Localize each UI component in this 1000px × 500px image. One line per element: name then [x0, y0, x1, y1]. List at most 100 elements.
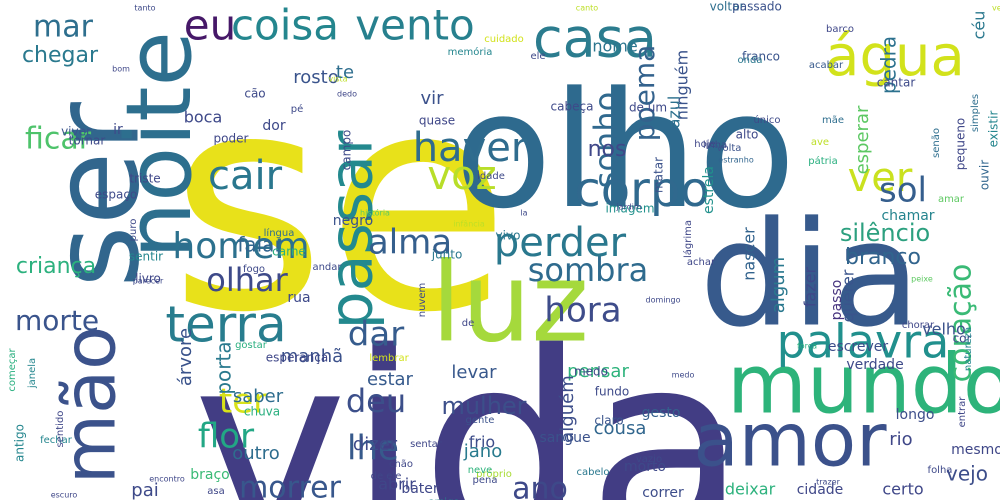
word-gostar: gostar: [235, 340, 268, 351]
word-silêncio: silêncio: [840, 219, 930, 247]
word-dizer: dizer: [353, 434, 398, 455]
word-velho: velho: [922, 320, 966, 339]
word-pátria: pátria: [808, 155, 837, 167]
word-ave: ave: [811, 137, 829, 148]
word-noite: noite: [107, 31, 212, 259]
word-mar: mar: [33, 10, 94, 45]
word-medo: medo: [672, 371, 695, 380]
word-cidade: cidade: [797, 482, 844, 498]
word-vazio: vazio: [636, 454, 662, 465]
word-chorar: chorar: [902, 320, 935, 331]
word-voltar: voltar: [710, 0, 745, 14]
word-flor: flor: [198, 417, 254, 457]
word-neve: neve: [468, 465, 493, 476]
word-poema: poema: [628, 45, 661, 142]
word-se: se: [170, 29, 511, 378]
word-fazer: fazer: [801, 266, 820, 307]
word-passo: passo: [829, 280, 845, 321]
word-manhã: manhã: [281, 346, 343, 367]
word-andar: andar: [312, 262, 342, 273]
word-existir: existir: [987, 111, 1000, 148]
word-azul: azul: [665, 96, 684, 129]
word-braço: braço: [190, 467, 229, 483]
word-hora: hora: [544, 291, 621, 331]
word-triste: triste: [129, 172, 160, 186]
word-sangue: sangue: [539, 430, 590, 446]
word-puro: puro: [128, 219, 139, 242]
word-língua: língua: [264, 227, 295, 239]
word-verso: verso: [992, 4, 1000, 13]
word-corpo: corpo: [574, 162, 709, 218]
word-simples: simples: [970, 94, 981, 132]
word-boca: boca: [184, 108, 223, 127]
word-mesmo: mesmo: [951, 442, 1000, 458]
word-viver: viver: [61, 125, 91, 139]
word-lhe: lhe: [347, 429, 399, 469]
word-ir: ir: [113, 122, 123, 138]
word-imagem: imagem: [605, 202, 654, 216]
word-cabeça: cabeça: [551, 100, 594, 114]
word-ano: ano: [512, 472, 568, 500]
word-volta: volta: [717, 143, 742, 154]
word-rua: rua: [287, 290, 310, 306]
word-alguém: alguém: [557, 375, 578, 442]
word-de-ele: de ele: [371, 471, 402, 482]
word-cuidado: cuidado: [484, 34, 524, 45]
word-estrela: estrela: [701, 166, 717, 214]
word-campo: campo: [340, 130, 354, 171]
word-olho: olho: [454, 57, 796, 244]
word-pensar: pensar: [567, 361, 629, 382]
word-parecer: parecer: [133, 277, 164, 286]
word-falar: falar: [237, 233, 283, 257]
word-estranho: estranho: [718, 156, 754, 165]
word-chamar: chamar: [881, 208, 934, 224]
word-livro: livro: [135, 272, 161, 286]
word-dedo: dedo: [337, 90, 357, 99]
word-pena: pena: [473, 475, 498, 486]
word-jano: jano: [463, 441, 502, 462]
word-esperar: esperar: [852, 105, 873, 174]
word-barco: barco: [826, 24, 854, 35]
word-rosto: rosto: [293, 67, 338, 88]
word-deixar: deixar: [725, 480, 776, 499]
word-achar: achar: [687, 257, 716, 268]
word-infância: infância: [453, 220, 485, 229]
word-jardim: jardim: [615, 203, 642, 212]
word-ouvir: ouvir: [978, 160, 992, 190]
word-canto: canto: [576, 4, 599, 13]
word-medo: medo: [574, 365, 608, 379]
word-morte: morte: [15, 304, 99, 337]
word-único: único: [753, 114, 780, 126]
word-fogo: fogo: [243, 264, 265, 275]
word-dor: dor: [262, 118, 285, 134]
word-amor: amor: [693, 398, 887, 484]
word-mãe: mãe: [822, 115, 844, 126]
word-chegar: chegar: [22, 43, 99, 68]
word-estar: estar: [367, 369, 414, 390]
word-abrir: abrir: [378, 475, 416, 494]
word-espaço: espaço: [95, 188, 138, 202]
word-morto: morto: [624, 459, 666, 475]
word-cabelo: cabelo: [576, 467, 609, 478]
word-palavra: palavra: [777, 315, 950, 369]
word-tornar: tornar: [69, 134, 106, 148]
word-bom: bom: [112, 65, 130, 74]
word-antigo: antigo: [13, 424, 27, 462]
word-vejo: vejo: [946, 462, 988, 486]
word-certo: certo: [882, 480, 923, 499]
word-pé: pé: [291, 103, 304, 115]
word-história: história: [360, 208, 390, 218]
word-frio: frio: [469, 433, 495, 452]
word-de-um: de um: [629, 101, 667, 115]
word-escuro: escuro: [51, 491, 78, 500]
word-casa: casa: [533, 7, 657, 70]
word-outro: outro: [232, 443, 280, 464]
word-sol: sol: [879, 171, 927, 211]
word-bater: bater: [401, 481, 439, 497]
word-memória: memória: [448, 46, 493, 58]
word-ser: ser: [28, 101, 167, 287]
word-hoje: hoje: [694, 139, 715, 150]
word-te: te: [336, 62, 354, 83]
word-ter: ter: [219, 382, 267, 422]
